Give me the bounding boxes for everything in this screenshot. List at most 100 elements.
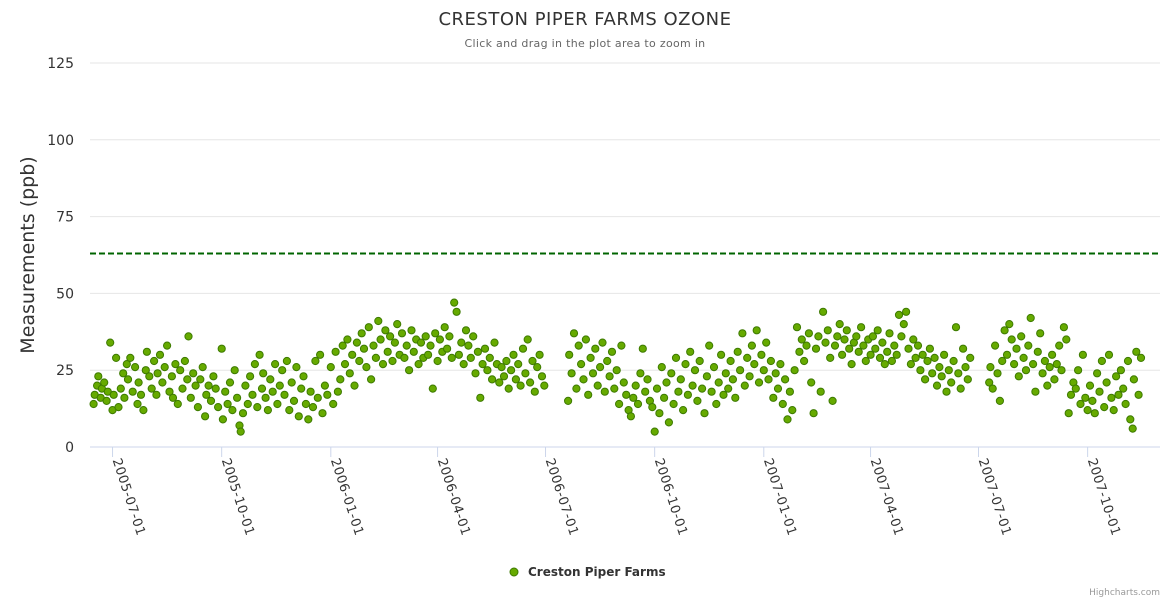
data-point[interactable] bbox=[440, 323, 449, 332]
data-point[interactable] bbox=[350, 381, 359, 390]
data-point[interactable] bbox=[1017, 332, 1026, 341]
data-point[interactable] bbox=[1014, 372, 1023, 381]
data-point[interactable] bbox=[662, 378, 671, 387]
data-point[interactable] bbox=[1064, 409, 1073, 418]
data-point[interactable] bbox=[866, 350, 875, 359]
data-point[interactable] bbox=[409, 347, 418, 356]
data-point[interactable] bbox=[683, 390, 693, 399]
data-point[interactable] bbox=[569, 329, 579, 338]
data-point[interactable] bbox=[109, 390, 118, 399]
data-point[interactable] bbox=[311, 356, 320, 366]
data-point[interactable] bbox=[431, 329, 440, 338]
data-point[interactable] bbox=[223, 399, 232, 409]
data-point[interactable] bbox=[1012, 344, 1021, 353]
data-point[interactable] bbox=[521, 369, 530, 378]
data-point[interactable] bbox=[516, 381, 525, 390]
data-point[interactable] bbox=[253, 403, 262, 412]
data-point[interactable] bbox=[313, 393, 322, 402]
data-point[interactable] bbox=[714, 378, 723, 387]
data-point[interactable] bbox=[918, 350, 927, 359]
data-point[interactable] bbox=[906, 360, 916, 369]
data-point[interactable] bbox=[112, 353, 121, 362]
data-point[interactable] bbox=[937, 372, 946, 381]
data-point[interactable] bbox=[830, 341, 840, 350]
data-point[interactable] bbox=[275, 381, 284, 390]
data-point[interactable] bbox=[747, 341, 757, 350]
data-point[interactable] bbox=[1000, 326, 1009, 335]
data-point[interactable] bbox=[445, 332, 454, 341]
data-point[interactable] bbox=[681, 360, 690, 369]
data-point[interactable] bbox=[617, 341, 626, 350]
data-point[interactable] bbox=[461, 326, 471, 335]
data-point[interactable] bbox=[581, 335, 591, 344]
data-point[interactable] bbox=[603, 356, 612, 366]
data-point[interactable] bbox=[433, 356, 442, 366]
data-point[interactable] bbox=[246, 372, 255, 381]
data-point[interactable] bbox=[273, 399, 282, 409]
data-point[interactable] bbox=[233, 393, 242, 402]
data-point[interactable] bbox=[660, 393, 669, 402]
data-point[interactable] bbox=[717, 350, 726, 359]
data-point[interactable] bbox=[1100, 403, 1109, 412]
data-point[interactable] bbox=[728, 375, 738, 384]
data-point[interactable] bbox=[875, 353, 885, 362]
data-point[interactable] bbox=[750, 360, 759, 369]
data-point[interactable] bbox=[316, 350, 325, 359]
data-point[interactable] bbox=[480, 344, 490, 353]
data-point[interactable] bbox=[966, 353, 975, 362]
data-point[interactable] bbox=[1059, 323, 1069, 332]
data-point[interactable] bbox=[495, 378, 504, 387]
data-point[interactable] bbox=[369, 341, 378, 350]
data-point[interactable] bbox=[726, 356, 735, 366]
data-point[interactable] bbox=[899, 320, 908, 329]
data-point[interactable] bbox=[228, 406, 237, 415]
data-point[interactable] bbox=[842, 326, 851, 335]
data-point[interactable] bbox=[993, 369, 1002, 378]
data-point[interactable] bbox=[171, 360, 180, 369]
data-point[interactable] bbox=[676, 375, 685, 384]
data-point[interactable] bbox=[826, 353, 835, 362]
data-point[interactable] bbox=[705, 341, 714, 350]
data-point[interactable] bbox=[131, 363, 140, 372]
data-point[interactable] bbox=[221, 387, 230, 396]
data-point[interactable] bbox=[1019, 353, 1028, 362]
data-point[interactable] bbox=[1093, 369, 1102, 378]
data-point[interactable] bbox=[671, 353, 681, 362]
data-point[interactable] bbox=[928, 369, 937, 378]
data-point[interactable] bbox=[287, 378, 296, 387]
data-point[interactable] bbox=[1095, 387, 1104, 396]
data-point[interactable] bbox=[840, 335, 849, 344]
data-point[interactable] bbox=[326, 363, 335, 372]
data-point[interactable] bbox=[835, 320, 844, 329]
data-point[interactable] bbox=[299, 372, 308, 381]
data-point[interactable] bbox=[633, 399, 643, 409]
data-point[interactable] bbox=[733, 347, 742, 356]
data-point[interactable] bbox=[158, 378, 167, 387]
data-point[interactable] bbox=[878, 338, 887, 347]
data-point[interactable] bbox=[1136, 353, 1146, 362]
data-point[interactable] bbox=[880, 360, 889, 369]
data-point[interactable] bbox=[579, 375, 588, 384]
data-point[interactable] bbox=[816, 387, 825, 396]
data-point[interactable] bbox=[268, 387, 277, 396]
data-point[interactable] bbox=[1043, 381, 1052, 390]
data-point[interactable] bbox=[852, 332, 861, 341]
data-point[interactable] bbox=[120, 393, 129, 402]
data-point[interactable] bbox=[416, 338, 426, 347]
data-point[interactable] bbox=[596, 363, 605, 372]
data-point[interactable] bbox=[152, 390, 161, 399]
data-point[interactable] bbox=[942, 387, 951, 396]
data-point[interactable] bbox=[163, 341, 172, 350]
data-point[interactable] bbox=[285, 406, 294, 415]
data-point[interactable] bbox=[759, 366, 768, 375]
data-point[interactable] bbox=[405, 366, 414, 375]
data-point[interactable] bbox=[788, 406, 797, 415]
data-point[interactable] bbox=[263, 406, 272, 415]
data-point[interactable] bbox=[259, 369, 268, 378]
data-point[interactable] bbox=[709, 363, 719, 372]
data-point[interactable] bbox=[160, 363, 169, 372]
data-point[interactable] bbox=[241, 381, 250, 390]
data-point[interactable] bbox=[610, 384, 619, 393]
data-point[interactable] bbox=[447, 353, 456, 362]
